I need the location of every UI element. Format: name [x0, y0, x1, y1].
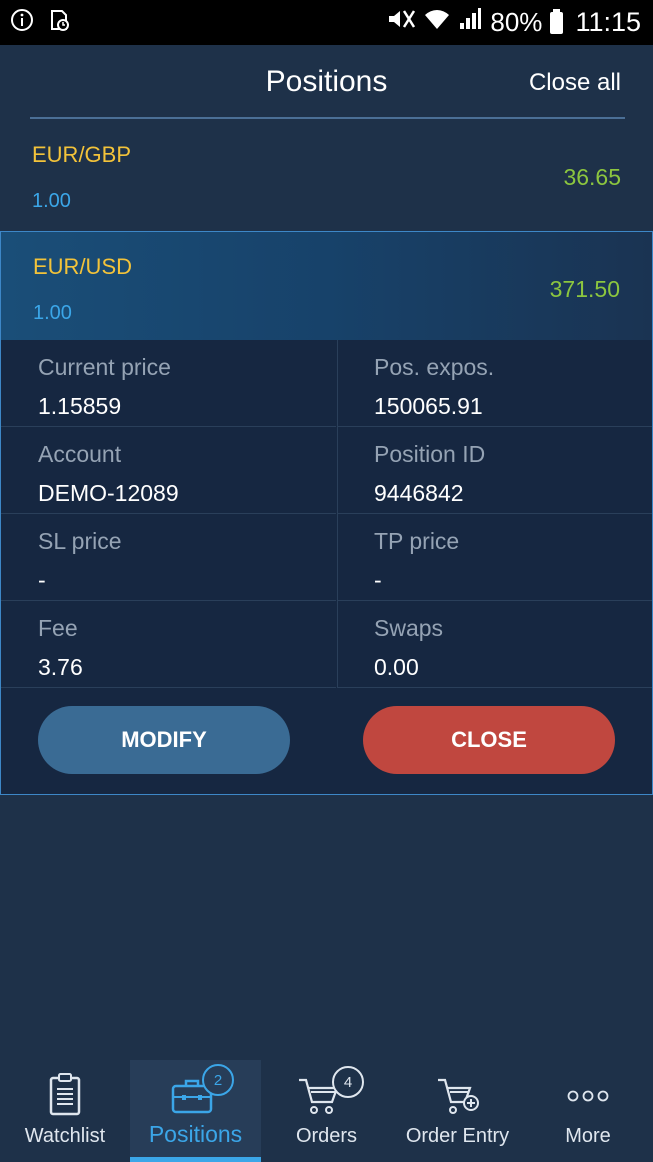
position-id-cell: Position ID 9446842 — [337, 427, 652, 514]
nav-watchlist[interactable]: Watchlist — [0, 1060, 130, 1162]
header-divider — [30, 117, 625, 119]
position-details: Current price 1.15859 Pos. expos. 150065… — [0, 340, 653, 795]
mute-icon — [386, 7, 416, 38]
position-profit: 36.65 — [563, 164, 621, 190]
pos-expos-cell: Pos. expos. 150065.91 — [337, 340, 652, 427]
current-price-label: Current price — [38, 354, 171, 380]
position-id-value: 9446842 — [374, 480, 464, 506]
pos-expos-label: Pos. expos. — [374, 354, 495, 380]
page-title: Positions — [265, 65, 388, 98]
orders-badge: 4 — [332, 1066, 364, 1098]
position-row-eurusd[interactable]: EUR/USD 1.00 371.50 — [0, 231, 653, 341]
nav-order-entry[interactable]: Order Entry — [392, 1060, 523, 1162]
header: Positions Close all — [0, 45, 653, 119]
info-icon — [10, 8, 34, 37]
sl-price-label: SL price — [38, 528, 122, 554]
tp-price-label: TP price — [374, 528, 460, 554]
close-all-button[interactable]: Close all — [528, 69, 621, 96]
modify-button[interactable]: MODIFY — [38, 706, 290, 774]
status-bar: 80% 11:15 — [0, 0, 653, 45]
nav-orders[interactable]: 4 Orders — [261, 1060, 392, 1162]
account-value: DEMO-12089 — [38, 480, 179, 506]
fee-cell: Fee 3.76 — [1, 601, 336, 688]
wifi-icon — [424, 7, 450, 38]
tp-price-value: - — [374, 567, 382, 593]
battery-percent: 80% — [490, 7, 543, 37]
position-quantity: 1.00 — [33, 302, 72, 324]
position-symbol: EUR/GBP — [32, 142, 132, 167]
clipboard-icon — [48, 1072, 82, 1121]
tp-price-cell: TP price - — [337, 514, 652, 601]
nav-watchlist-label: Watchlist — [24, 1125, 106, 1147]
position-quantity: 1.00 — [32, 190, 71, 212]
signal-icon — [458, 7, 482, 38]
position-row-eurgbp[interactable]: EUR/GBP 1.00 36.65 — [0, 120, 653, 230]
position-profit: 371.50 — [549, 276, 620, 302]
nav-more[interactable]: More — [523, 1060, 653, 1162]
battery-icon — [550, 8, 564, 34]
positions-badge: 2 — [202, 1064, 234, 1096]
swaps-cell: Swaps 0.00 — [337, 601, 652, 688]
briefcase-icon — [170, 1076, 214, 1121]
account-cell: Account DEMO-12089 — [1, 427, 336, 514]
account-label: Account — [38, 441, 122, 467]
fee-value: 3.76 — [38, 654, 83, 680]
clock: 11:15 — [575, 7, 641, 37]
nav-order-entry-label: Order Entry — [405, 1125, 510, 1147]
nav-more-label: More — [565, 1125, 611, 1147]
screenshot-icon — [48, 8, 72, 37]
swaps-value: 0.00 — [374, 654, 419, 680]
nav-positions[interactable]: 2 Positions — [130, 1060, 261, 1162]
cart-add-icon — [436, 1076, 480, 1123]
nav-positions-label: Positions — [148, 1121, 243, 1147]
pos-expos-value: 150065.91 — [374, 393, 483, 419]
position-symbol: EUR/USD — [33, 254, 133, 279]
sl-price-cell: SL price - — [1, 514, 336, 601]
position-id-label: Position ID — [374, 441, 486, 467]
current-price-cell: Current price 1.15859 — [1, 340, 336, 427]
current-price-value: 1.15859 — [38, 393, 122, 419]
nav-orders-label: Orders — [295, 1125, 358, 1147]
swaps-label: Swaps — [374, 615, 444, 641]
fee-label: Fee — [38, 615, 78, 641]
bottom-navigation: Watchlist 2 Positions 4 Orders Order Ent… — [0, 1060, 653, 1162]
close-position-button[interactable]: CLOSE — [363, 706, 615, 774]
more-dots-icon — [566, 1088, 610, 1109]
sl-price-value: - — [38, 567, 46, 593]
